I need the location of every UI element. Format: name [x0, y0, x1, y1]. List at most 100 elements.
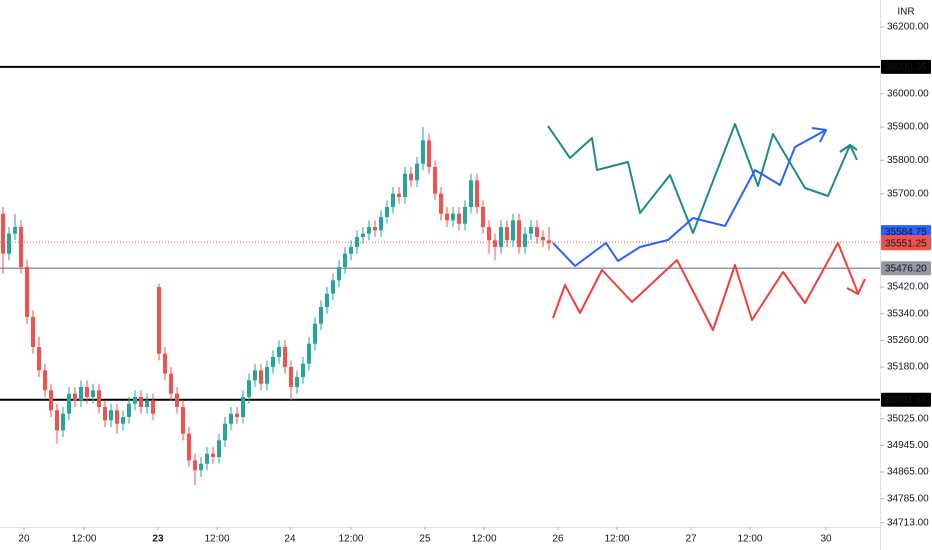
x-tick-label: 23 [152, 534, 164, 545]
candle-body [306, 343, 311, 364]
y-tick-label: 35900.00 [887, 122, 929, 133]
arrow-head [839, 144, 858, 153]
arrow-head [846, 278, 866, 295]
candle-body [48, 390, 53, 411]
candle-body [372, 227, 377, 231]
arrow-head [811, 127, 827, 143]
price-label-box [881, 261, 931, 276]
candle-body [114, 410, 119, 424]
candle-body [60, 413, 65, 431]
candle-body [366, 227, 371, 234]
y-tick-label: 35180.00 [887, 362, 929, 373]
candle-body [384, 207, 389, 217]
candle-body [408, 173, 413, 181]
x-tick-label: 12:00 [471, 534, 496, 545]
projection-red [552, 242, 859, 331]
candle-body [102, 407, 107, 421]
candle-body [420, 140, 425, 164]
candle-body [342, 253, 347, 267]
y-tick-label: 34865.00 [887, 467, 929, 478]
x-tick-label: 20 [18, 534, 30, 545]
axes: 36200.00 36000.00 35900.00 35800.00 35700.00… [18, 22, 929, 545]
candle-body [30, 317, 35, 347]
candle-body [426, 140, 431, 167]
y-tick-label: 34713.00 [887, 517, 929, 528]
price-label: 36080.35 [885, 62, 927, 73]
candle-body [78, 387, 83, 401]
candle-body [0, 213, 5, 254]
candle-body [444, 213, 449, 221]
price-label-box [881, 392, 931, 407]
candle-body [54, 410, 59, 431]
candle-body [390, 193, 395, 207]
price-label: 35551.25 [885, 238, 927, 249]
candle-body [294, 377, 299, 387]
x-tick-label: 12:00 [71, 534, 96, 545]
candle-body [204, 453, 209, 464]
candle-body [258, 370, 263, 384]
candle-body [144, 400, 149, 407]
candle-body [180, 407, 185, 434]
candle-body [36, 347, 41, 371]
x-tick-label: 12:00 [604, 534, 629, 545]
candle-body [270, 357, 275, 367]
y-tick-label: 35340.00 [887, 308, 929, 319]
candle-body [348, 247, 353, 254]
y-tick-label: 35025.00 [887, 413, 929, 424]
price-label: 35476.20 [885, 263, 927, 274]
candle-body [540, 237, 545, 241]
candle-body [336, 267, 341, 281]
candle-body [246, 380, 251, 397]
candle-body [438, 193, 443, 214]
candle-body [354, 237, 359, 247]
y-tick-label: 34785.00 [887, 493, 929, 504]
candle-body [402, 173, 407, 197]
x-tick-label: 27 [685, 534, 697, 545]
candle-body [474, 180, 479, 207]
candle-body [216, 440, 221, 457]
candle-body [18, 227, 23, 267]
candle-body [84, 387, 89, 397]
x-tick-label: 12:00 [338, 534, 363, 545]
candle-body [456, 213, 461, 224]
candle-body [330, 280, 335, 294]
x-tick-label: 25 [419, 534, 431, 545]
candle-body [174, 393, 179, 407]
candle-body [6, 233, 11, 254]
candle-body [462, 207, 467, 224]
candle-body [132, 397, 137, 404]
candle-body [66, 393, 71, 414]
candle-body [192, 460, 197, 471]
candle-body [210, 453, 215, 457]
candle-body [288, 367, 293, 387]
candle-body [300, 363, 305, 377]
x-tick-label: 24 [284, 534, 296, 545]
y-tick-label: 35700.00 [887, 188, 929, 199]
candle-body [162, 353, 167, 374]
currency-label: INR [897, 7, 914, 18]
candle-body [468, 180, 473, 207]
candle-body [96, 390, 101, 407]
candle-body [522, 233, 527, 247]
candle-body [150, 400, 155, 414]
candle-body [228, 413, 233, 424]
y-tick-label: 34945.00 [887, 440, 929, 451]
projection-blue [552, 129, 827, 267]
candle-body [168, 373, 173, 394]
candle-body [276, 347, 281, 357]
candle-body [492, 240, 497, 247]
candle-body [432, 167, 437, 194]
candle-body [24, 267, 29, 317]
candle-body [396, 193, 401, 197]
candle-body [510, 220, 515, 241]
y-tick-label: 36200.00 [887, 22, 929, 33]
candle-body [126, 403, 131, 417]
y-tick-label: 35420.00 [887, 282, 929, 293]
candle-body [534, 227, 539, 237]
x-tick-label: 12:00 [737, 534, 762, 545]
candle-body [450, 213, 455, 221]
candle-body [42, 370, 47, 391]
candle-body [516, 220, 521, 247]
candle-body [120, 417, 125, 424]
